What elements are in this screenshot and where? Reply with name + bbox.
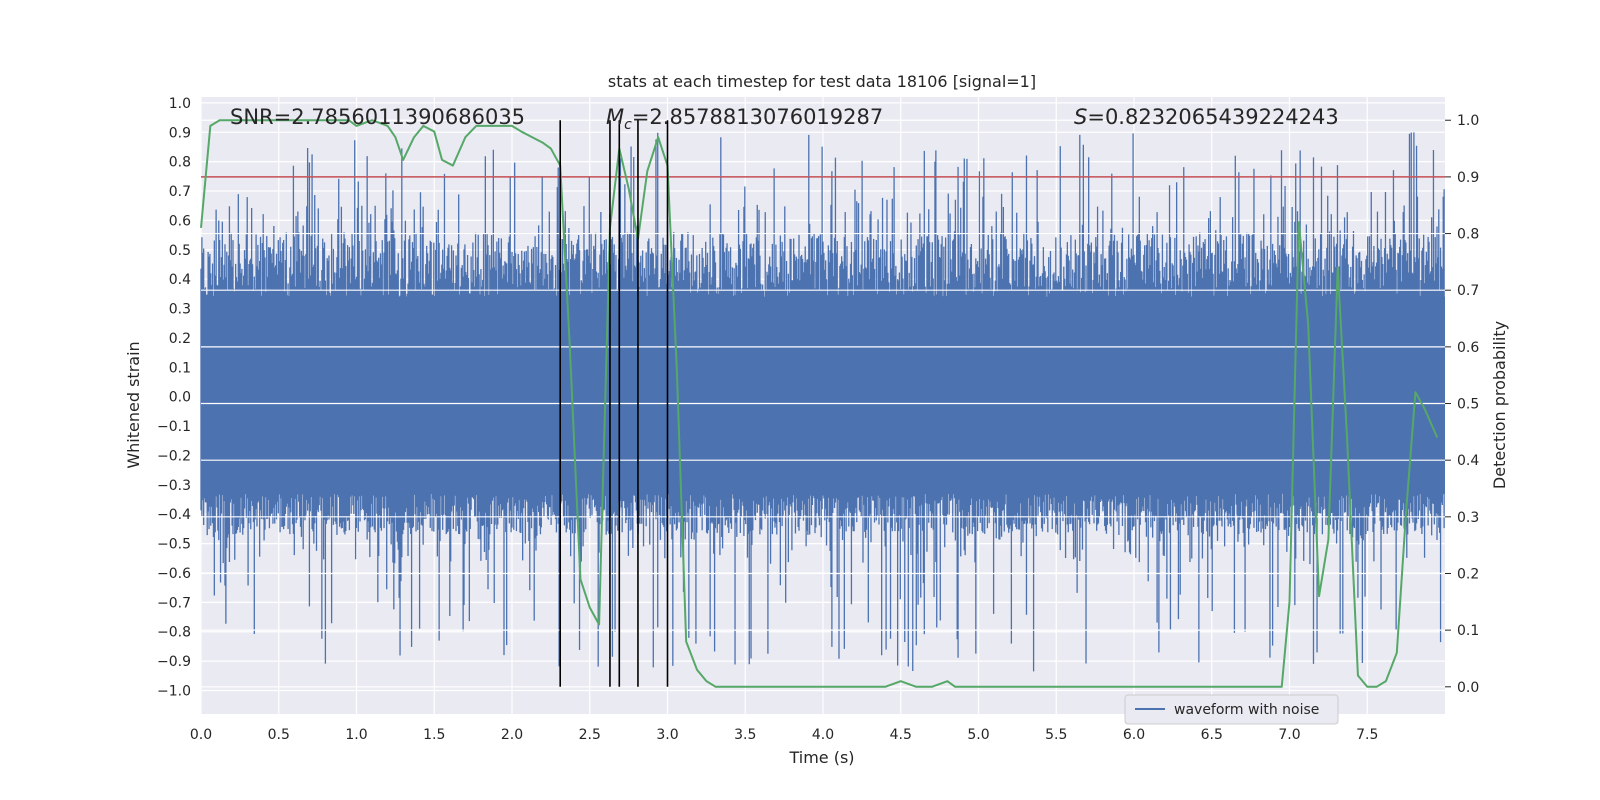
snr-annotation: SNR=2.7856011390686035 <box>230 105 525 129</box>
right-tick-label: 0.6 <box>1457 340 1479 356</box>
x-tick-label: 1.5 <box>423 727 445 743</box>
right-tick-label: 0.0 <box>1457 680 1479 696</box>
x-tick-label: 3.0 <box>656 727 678 743</box>
right-tick-label: 0.4 <box>1457 453 1479 469</box>
right-tick-label: 0.7 <box>1457 283 1479 299</box>
left-tick-label: 0.5 <box>169 243 191 259</box>
probability-series <box>200 119 1445 688</box>
legend: waveform with noise <box>1124 694 1339 725</box>
chirp-mass-annotation: Mc=2.8578813076019287 <box>606 105 883 133</box>
left-tick-label: 0.6 <box>169 213 191 229</box>
x-tick-label: 2.0 <box>501 727 523 743</box>
right-tick-label: 0.5 <box>1457 397 1479 413</box>
waveform-core <box>201 296 1445 494</box>
x-tick-label: 7.5 <box>1356 727 1378 743</box>
right-tick-label: 1.0 <box>1457 113 1479 129</box>
x-tick-label: 5.0 <box>967 727 989 743</box>
left-tick-label: −0.9 <box>157 654 191 670</box>
x-tick-label: 0.5 <box>268 727 290 743</box>
right-axis-label: Detection probability <box>1490 321 1509 489</box>
probability-line <box>200 119 1439 688</box>
legend-box <box>1124 694 1339 725</box>
right-tick-label: 0.8 <box>1457 227 1479 243</box>
left-tick-label: −1.0 <box>157 683 191 699</box>
right-axis-ticks: 1.0 0.9 0.8 0.7 0.6 0.5 0.4 0.3 0.2 0.1 0.0 <box>1445 113 1479 696</box>
left-tick-label: −0.6 <box>157 566 191 582</box>
x-tick-label: 7.0 <box>1278 727 1300 743</box>
left-axis-ticks: 1.0 0.9 0.8 0.7 0.6 0.5 0.4 0.3 0.2 0.1 0.0 −0.1 −0.… <box>157 96 191 700</box>
x-tick-label: 0.0 <box>190 727 212 743</box>
right-tick-label: 0.2 <box>1457 566 1479 582</box>
chart-title: stats at each timestep for test data 181… <box>608 72 1036 91</box>
left-tick-label: −0.3 <box>157 478 191 494</box>
left-tick-label: −0.1 <box>157 419 191 435</box>
s-annotation: S=0.8232065439224243 <box>1074 105 1339 129</box>
x-tick-label: 2.5 <box>579 727 601 743</box>
left-tick-label: 0.8 <box>169 155 191 171</box>
event-markers <box>559 120 669 687</box>
left-tick-label: 0.9 <box>169 125 191 141</box>
x-tick-label: 6.0 <box>1123 727 1145 743</box>
x-tick-label: 4.5 <box>890 727 912 743</box>
left-tick-label: 1.0 <box>169 96 191 112</box>
left-tick-label: −0.8 <box>157 625 191 641</box>
left-tick-label: −0.2 <box>157 448 191 464</box>
right-tick-label: 0.9 <box>1457 170 1479 186</box>
legend-label: waveform with noise <box>1174 702 1319 718</box>
left-tick-label: −0.4 <box>157 507 191 523</box>
left-tick-label: 0.0 <box>169 390 191 406</box>
x-axis-label: Time (s) <box>788 748 854 767</box>
left-tick-label: −0.5 <box>157 537 191 553</box>
x-axis-ticks: 0.0 0.5 1.0 1.5 2.0 2.5 3.0 3.5 4.0 4.5 5.0 5.5 6.0 6… <box>190 727 1379 743</box>
left-axis-label: Whitened strain <box>124 341 143 468</box>
left-tick-label: 0.2 <box>169 331 191 347</box>
x-tick-label: 6.5 <box>1201 727 1223 743</box>
right-tick-label: 0.3 <box>1457 510 1479 526</box>
x-tick-label: 1.0 <box>345 727 367 743</box>
left-tick-label: −0.7 <box>157 595 191 611</box>
x-tick-label: 3.5 <box>734 727 756 743</box>
right-tick-label: 0.1 <box>1457 623 1479 639</box>
left-tick-label: 0.1 <box>169 360 191 376</box>
left-tick-label: 0.3 <box>169 302 191 318</box>
left-tick-label: 0.4 <box>169 272 191 288</box>
x-tick-label: 5.5 <box>1045 727 1067 743</box>
x-tick-label: 4.0 <box>812 727 834 743</box>
left-tick-label: 0.7 <box>169 184 191 200</box>
